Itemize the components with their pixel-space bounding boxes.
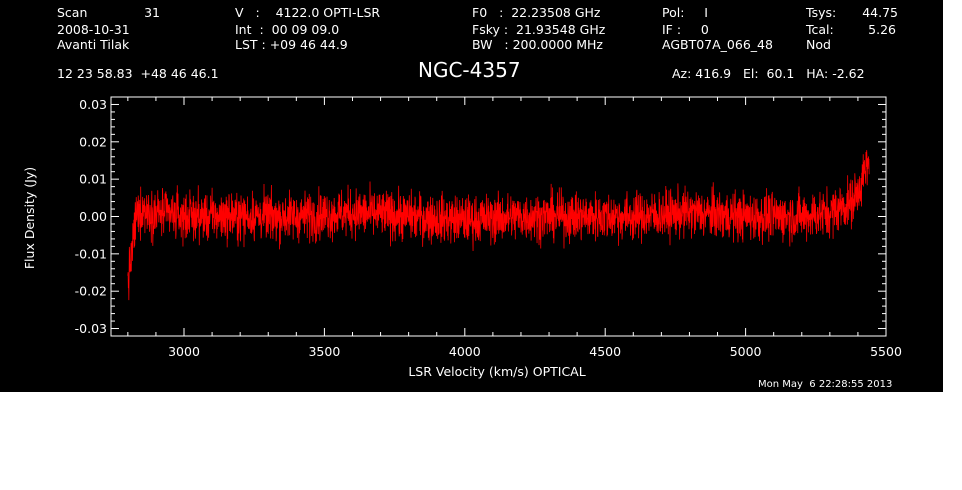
y-axis-label: Flux Density (Jy): [22, 167, 37, 269]
lst-info: LST : +09 46 44.9: [235, 37, 348, 52]
integration-time: Int : 00 09 09.0: [235, 22, 340, 37]
source-coordinates: 12 23 58.83 +48 46 46.1: [57, 66, 219, 81]
tsys-value: 44.75: [862, 5, 898, 20]
x-tick-label: 5000: [730, 344, 762, 359]
if-info: IF : 0: [662, 22, 709, 37]
az-el-ha: Az: 416.9 El: 60.1 HA: -2.62: [672, 66, 865, 81]
y-tick-label: -0.03: [75, 321, 107, 336]
y-tick-label: 0.01: [79, 172, 107, 187]
x-tick-label: 5500: [870, 344, 902, 359]
spectrum-chart: 3000 3500 4000 4500 5000 5500 -0.03 -0.02 -0.01 0…: [22, 96, 902, 379]
velocity-info: V : 4122.0 OPTI-LSR: [235, 5, 381, 20]
scan-label: Scan: [57, 5, 88, 20]
observing-mode: Nod: [806, 37, 831, 52]
chart-title: NGC-4357: [418, 58, 521, 82]
scan-value: 31: [144, 5, 160, 20]
project-id: AGBT07A_066_48: [662, 37, 773, 52]
rest-frequency: F0 : 22.23508 GHz: [472, 5, 601, 20]
x-axis-label: LSR Velocity (km/s) OPTICAL: [408, 364, 585, 379]
y-tick-label: 0.03: [79, 97, 107, 112]
y-tick-label: -0.01: [75, 246, 107, 261]
plot-window: Scan 31 2008-10-31 Avanti Tilak V : 4122…: [0, 0, 943, 392]
tcal-value: 5.26: [868, 22, 896, 37]
x-tick-label: 3500: [308, 344, 340, 359]
observer-name: Avanti Tilak: [57, 37, 130, 52]
sky-frequency: Fsky : 21.93548 GHz: [472, 22, 606, 37]
tsys-label: Tsys:: [806, 5, 837, 20]
timestamp: Mon May 6 22:28:55 2013: [758, 379, 893, 390]
x-tick-label: 3000: [168, 344, 200, 359]
obs-date: 2008-10-31: [57, 22, 130, 37]
polarization-info: Pol: I: [662, 5, 708, 20]
bandwidth-info: BW : 200.0000 MHz: [472, 37, 603, 52]
tcal-label: Tcal:: [806, 22, 834, 37]
x-tick-label: 4000: [449, 344, 481, 359]
y-tick-label: 0.00: [79, 209, 107, 224]
x-tick-label: 4500: [589, 344, 621, 359]
y-tick-label: 0.02: [79, 134, 107, 149]
spectrum-trace: [127, 150, 870, 301]
y-tick-label: -0.02: [75, 284, 107, 299]
